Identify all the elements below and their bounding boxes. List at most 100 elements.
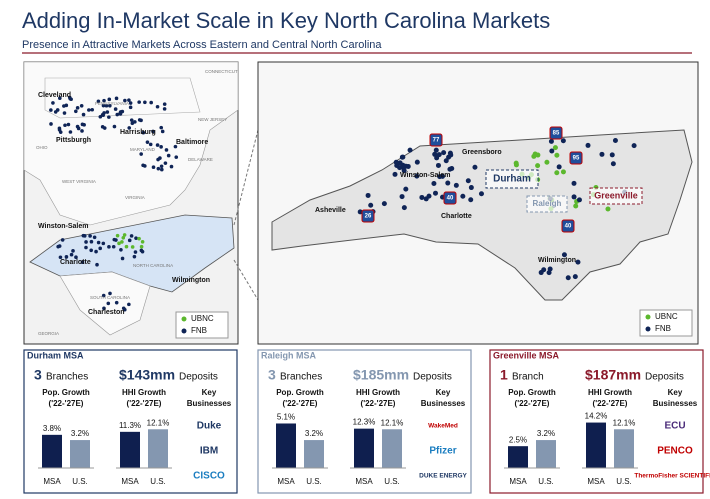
- category-label: U.S.: [616, 477, 632, 486]
- branch-dot: [113, 107, 118, 111]
- chart-title: Pop. Growth: [508, 388, 556, 397]
- branch-dot: [137, 118, 142, 122]
- branch-dot: [149, 100, 153, 105]
- deposits: $187mm: [585, 367, 641, 383]
- northeast-states: [23, 61, 239, 226]
- branch-dot: [102, 98, 106, 103]
- branch-dot: [122, 307, 127, 312]
- branch-dot: [75, 106, 80, 110]
- branch-dot: [357, 209, 363, 215]
- branch-dot: [92, 235, 97, 240]
- value-label: 14.2%: [585, 412, 608, 421]
- businesses-title: Key: [436, 388, 451, 397]
- branch-dot: [160, 167, 164, 172]
- branch-dot: [561, 252, 567, 258]
- branch-dot: [102, 111, 106, 115]
- value-label: 3.8%: [43, 424, 61, 433]
- state-label: NEW JERSEY: [198, 117, 227, 122]
- branch-dot: [538, 270, 544, 276]
- branch-dot: [571, 194, 577, 200]
- highway-number: 77: [433, 138, 440, 144]
- branch-dot: [107, 115, 111, 119]
- branch-dot: [447, 150, 453, 156]
- branch-dot: [465, 178, 471, 184]
- state-label: WEST VIRGINIA: [62, 179, 96, 184]
- state-label: CONNECTICUT: [205, 69, 238, 74]
- highway-shield: [443, 191, 457, 205]
- branch-dot: [98, 246, 103, 251]
- branch-dot: [453, 182, 459, 188]
- branch-dot: [112, 124, 117, 129]
- branch-dot: [402, 163, 408, 169]
- legend-label: UBNC: [655, 312, 678, 321]
- branch-dot: [60, 238, 65, 242]
- zoom-line: [233, 129, 259, 226]
- branch-dot: [599, 151, 605, 157]
- branch-dot: [399, 194, 405, 200]
- branch-dot: [159, 145, 163, 149]
- branch-dot: [118, 112, 123, 116]
- branch-dot: [547, 266, 553, 272]
- state-label: DELAWARE: [188, 157, 213, 162]
- bar: [382, 429, 402, 468]
- chart-title: HHI Growth: [588, 388, 632, 397]
- branch-dot: [143, 164, 147, 168]
- branch-dot: [51, 101, 55, 105]
- value-label: 3.2%: [71, 429, 89, 438]
- businesses-title: Businesses: [653, 399, 698, 408]
- branch-dot: [631, 143, 637, 149]
- branch-dot: [132, 254, 137, 259]
- panel-title: Greenville MSA: [493, 350, 560, 360]
- branch-count: 1: [500, 367, 508, 383]
- branch-dot: [107, 245, 111, 249]
- value-label: 12.1%: [381, 418, 404, 427]
- legend-label: FNB: [655, 324, 671, 333]
- branch-dot: [163, 161, 168, 165]
- state-label: NORTH CAROLINA: [133, 263, 173, 268]
- branch-dot: [49, 122, 53, 126]
- category-label: MSA: [121, 477, 139, 486]
- branch-dot: [407, 147, 413, 153]
- branch-dot: [141, 130, 146, 135]
- branch-dot: [133, 120, 137, 124]
- branch-dot: [156, 166, 161, 171]
- business-logo: CISCO: [193, 471, 225, 482]
- branch-dot: [102, 126, 107, 130]
- branch-dot: [554, 170, 560, 176]
- branch-dot: [101, 293, 106, 298]
- state-label: VIRGINIA: [125, 195, 145, 200]
- branch-dot: [80, 129, 84, 133]
- bar: [508, 446, 528, 468]
- category-label: MSA: [355, 477, 373, 486]
- branch-dot: [139, 152, 143, 156]
- category-label: U.S.: [538, 477, 554, 486]
- branch-dot: [90, 107, 95, 112]
- panel-frame: [23, 349, 238, 494]
- branch-dot: [128, 105, 133, 110]
- branch-dot: [468, 197, 474, 203]
- business-logo: Duke: [197, 421, 222, 432]
- subtitle: Presence in Attractive Markets Across Ea…: [22, 39, 382, 51]
- branch-dot: [63, 123, 67, 128]
- branch-dot: [71, 249, 75, 253]
- branch-dot: [159, 164, 164, 169]
- branch-dot: [449, 166, 455, 172]
- branch-label: Branch: [512, 372, 544, 383]
- branch-dot: [441, 150, 447, 156]
- branch-count: 3: [34, 367, 42, 383]
- bar: [614, 429, 634, 468]
- state-label: GEORGIA: [38, 331, 59, 336]
- branch-dot: [95, 262, 99, 267]
- chart-title: Pop. Growth: [276, 388, 324, 397]
- branch-dot: [446, 154, 452, 160]
- branch-dot: [115, 112, 120, 117]
- branch-dot: [151, 129, 155, 134]
- branch-dot: [575, 259, 581, 265]
- branch-dot: [160, 129, 165, 134]
- branch-dot: [75, 124, 80, 129]
- branch-dot: [169, 164, 174, 169]
- branch-dot: [124, 244, 129, 249]
- state-label: PENNSYLVANIA: [95, 101, 129, 106]
- branch-dot: [120, 256, 125, 261]
